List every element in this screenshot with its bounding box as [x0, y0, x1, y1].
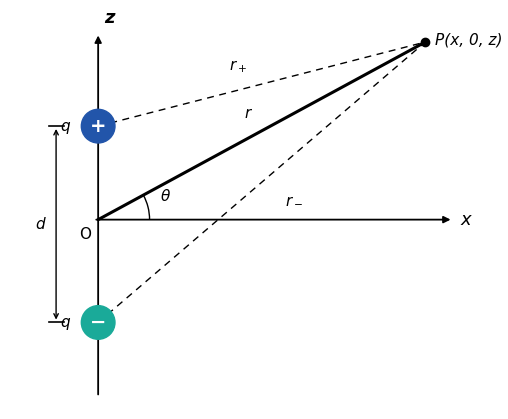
Text: x: x — [461, 211, 471, 229]
Circle shape — [81, 305, 115, 339]
Text: θ: θ — [161, 189, 170, 204]
Text: q: q — [60, 119, 70, 134]
Text: $r_-$: $r_-$ — [285, 191, 303, 207]
Circle shape — [81, 109, 115, 143]
Text: +: + — [90, 116, 106, 136]
Text: O: O — [79, 227, 90, 242]
Text: −: − — [90, 313, 106, 332]
Text: r: r — [244, 106, 251, 122]
Text: z: z — [104, 9, 114, 27]
Text: $r_+$: $r_+$ — [229, 58, 247, 75]
Text: d: d — [35, 217, 45, 232]
Text: q: q — [60, 315, 70, 330]
Text: P(x, 0, z): P(x, 0, z) — [435, 33, 502, 48]
